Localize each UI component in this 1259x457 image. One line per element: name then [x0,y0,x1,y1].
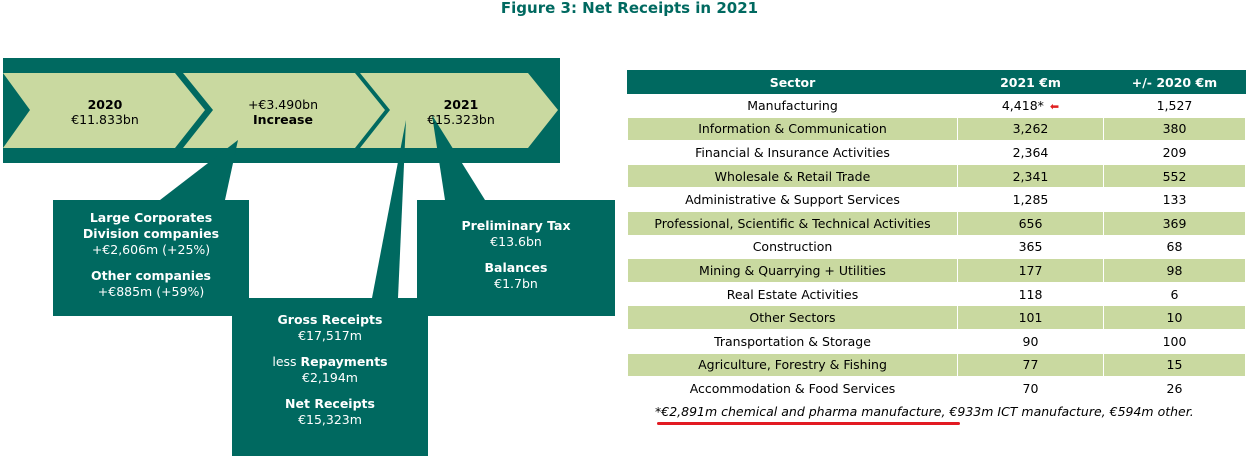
step-increase-value: +€3.490bn [247,97,319,112]
value-text: 4,418* [1001,97,1044,113]
large-corporates-label: Large Corporates Division companies [82,210,220,241]
step-2020-year: 2020 [87,97,123,112]
sector-cell: Mining & Quarrying + Utilities [627,258,958,283]
other-companies-label: Other companies [90,268,211,283]
change-cell: 6 [1103,281,1246,307]
change-cell: 10 [1103,305,1246,330]
value-cell: 118 [957,281,1104,307]
change-cell: 15 [1103,352,1246,378]
value-cell: 101 [957,305,1104,330]
callout-wedge-right [432,115,485,200]
table-header-row: Sector 2021 €m +/- 2020 €m [627,70,1246,94]
table-row: Information & Communication 3,262 380 [627,116,1246,142]
preliminary-tax-value: €13.6bn [490,234,542,249]
value-cell: 177 [957,258,1104,283]
value-cell: 2,341 [957,163,1104,189]
box-tax-components: Preliminary Tax €13.6bn Balances €1.7bn [417,200,615,316]
callout-wedge-middle [372,120,406,298]
net-receipts-value: €15,323m [298,412,362,427]
table-row: Real Estate Activities 118 6 [627,281,1246,307]
chevron-increase [183,73,385,148]
value-cell: 365 [957,234,1104,260]
change-cell: 552 [1103,163,1246,189]
step-increase: +€3.490bn Increase [223,97,343,127]
value-cell: 90 [957,328,1104,354]
table-row: Manufacturing 4,418* ⬅ 1,527 [627,93,1246,118]
value-cell: 2,364 [957,140,1104,165]
value-cell: 1,285 [957,187,1104,212]
balances-label: Balances [484,260,548,275]
flow-diagram [3,58,560,298]
step-2021-year: 2021 [443,97,479,112]
repayments-label: Repayments [300,354,388,369]
sector-cell: Financial & Insurance Activities [627,140,958,165]
figure-title: Figure 3: Net Receipts in 2021 [500,0,759,17]
table-footnote: *€2,891m chemical and pharma manufacture… [655,404,1194,419]
step-2020: 2020 €11.833bn [45,97,165,127]
repayments-value: €2,194m [302,370,358,385]
header-change: +/- 2020 €m [1103,70,1246,94]
value-cell: 656 [957,210,1104,236]
step-2020-value: €11.833bn [71,112,139,127]
sector-cell: Real Estate Activities [627,281,958,307]
sector-cell: Agriculture, Forestry & Fishing [627,352,958,378]
table-row: Transportation & Storage 90 100 [627,328,1246,354]
table-row: Mining & Quarrying + Utilities 177 98 [627,258,1246,283]
value-cell: 3,262 [957,116,1104,142]
gross-receipts-label: Gross Receipts [277,312,383,327]
table-row: Accommodation & Food Services 70 26 [627,376,1246,401]
left-arrow-icon: ⬅ [1049,99,1060,113]
table-row: Construction 365 68 [627,234,1246,260]
table-row: Agriculture, Forestry & Fishing 77 15 [627,352,1246,378]
table-row: Administrative & Support Services 1,285 … [627,187,1246,212]
step-2021: 2021 €15.323bn [401,97,521,127]
value-cell: 77 [957,352,1104,378]
gross-receipts-value: €17,517m [298,328,362,343]
box-receipts: Gross Receipts €17,517m less Repayments … [232,298,428,456]
change-cell: 1,527 [1103,93,1246,118]
sector-table: Sector 2021 €m +/- 2020 €m Manufacturing… [627,70,1246,401]
change-cell: 380 [1103,116,1246,142]
step-increase-label: Increase [253,112,313,127]
sector-cell: Information & Communication [627,116,958,142]
table-row: Other Sectors 101 10 [627,305,1246,330]
other-companies-value: +€885m (+59%) [97,284,205,299]
sector-cell: Wholesale & Retail Trade [627,163,958,189]
change-cell: 133 [1103,187,1246,212]
sector-cell: Construction [627,234,958,260]
large-corporates-value: +€2,606m (+25%) [91,242,211,257]
change-cell: 209 [1103,140,1246,165]
table-row: Professional, Scientific & Technical Act… [627,210,1246,236]
balances-value: €1.7bn [494,276,538,291]
table-row: Financial & Insurance Activities 2,364 2… [627,140,1246,165]
less-prefix: less [272,354,301,369]
chevron-2020 [3,73,205,148]
sector-cell: Other Sectors [627,305,958,330]
repayments-line: less Repayments [232,354,428,370]
header-2021: 2021 €m [957,70,1104,94]
change-cell: 68 [1103,234,1246,260]
table-row: Wholesale & Retail Trade 2,341 552 [627,163,1246,189]
net-receipts-label: Net Receipts [285,396,375,411]
change-cell: 369 [1103,210,1246,236]
box-company-breakdown: Large Corporates Division companies +€2,… [53,200,249,316]
sector-cell: Transportation & Storage [627,328,958,354]
value-cell: 4,418* ⬅ [957,93,1104,118]
sector-cell: Manufacturing [627,93,958,118]
sector-cell: Administrative & Support Services [627,187,958,212]
sector-cell: Professional, Scientific & Technical Act… [627,210,958,236]
chevron-2021 [360,73,558,148]
change-cell: 26 [1103,376,1246,401]
change-cell: 100 [1103,328,1246,354]
footnote-highlight-underline [657,422,960,425]
preliminary-tax-label: Preliminary Tax [461,218,571,233]
change-cell: 98 [1103,258,1246,283]
step-2021-value: €15.323bn [427,112,495,127]
value-cell: 70 [957,376,1104,401]
header-sector: Sector [627,70,958,94]
sector-cell: Accommodation & Food Services [627,376,958,401]
callout-wedge-left [160,140,238,200]
